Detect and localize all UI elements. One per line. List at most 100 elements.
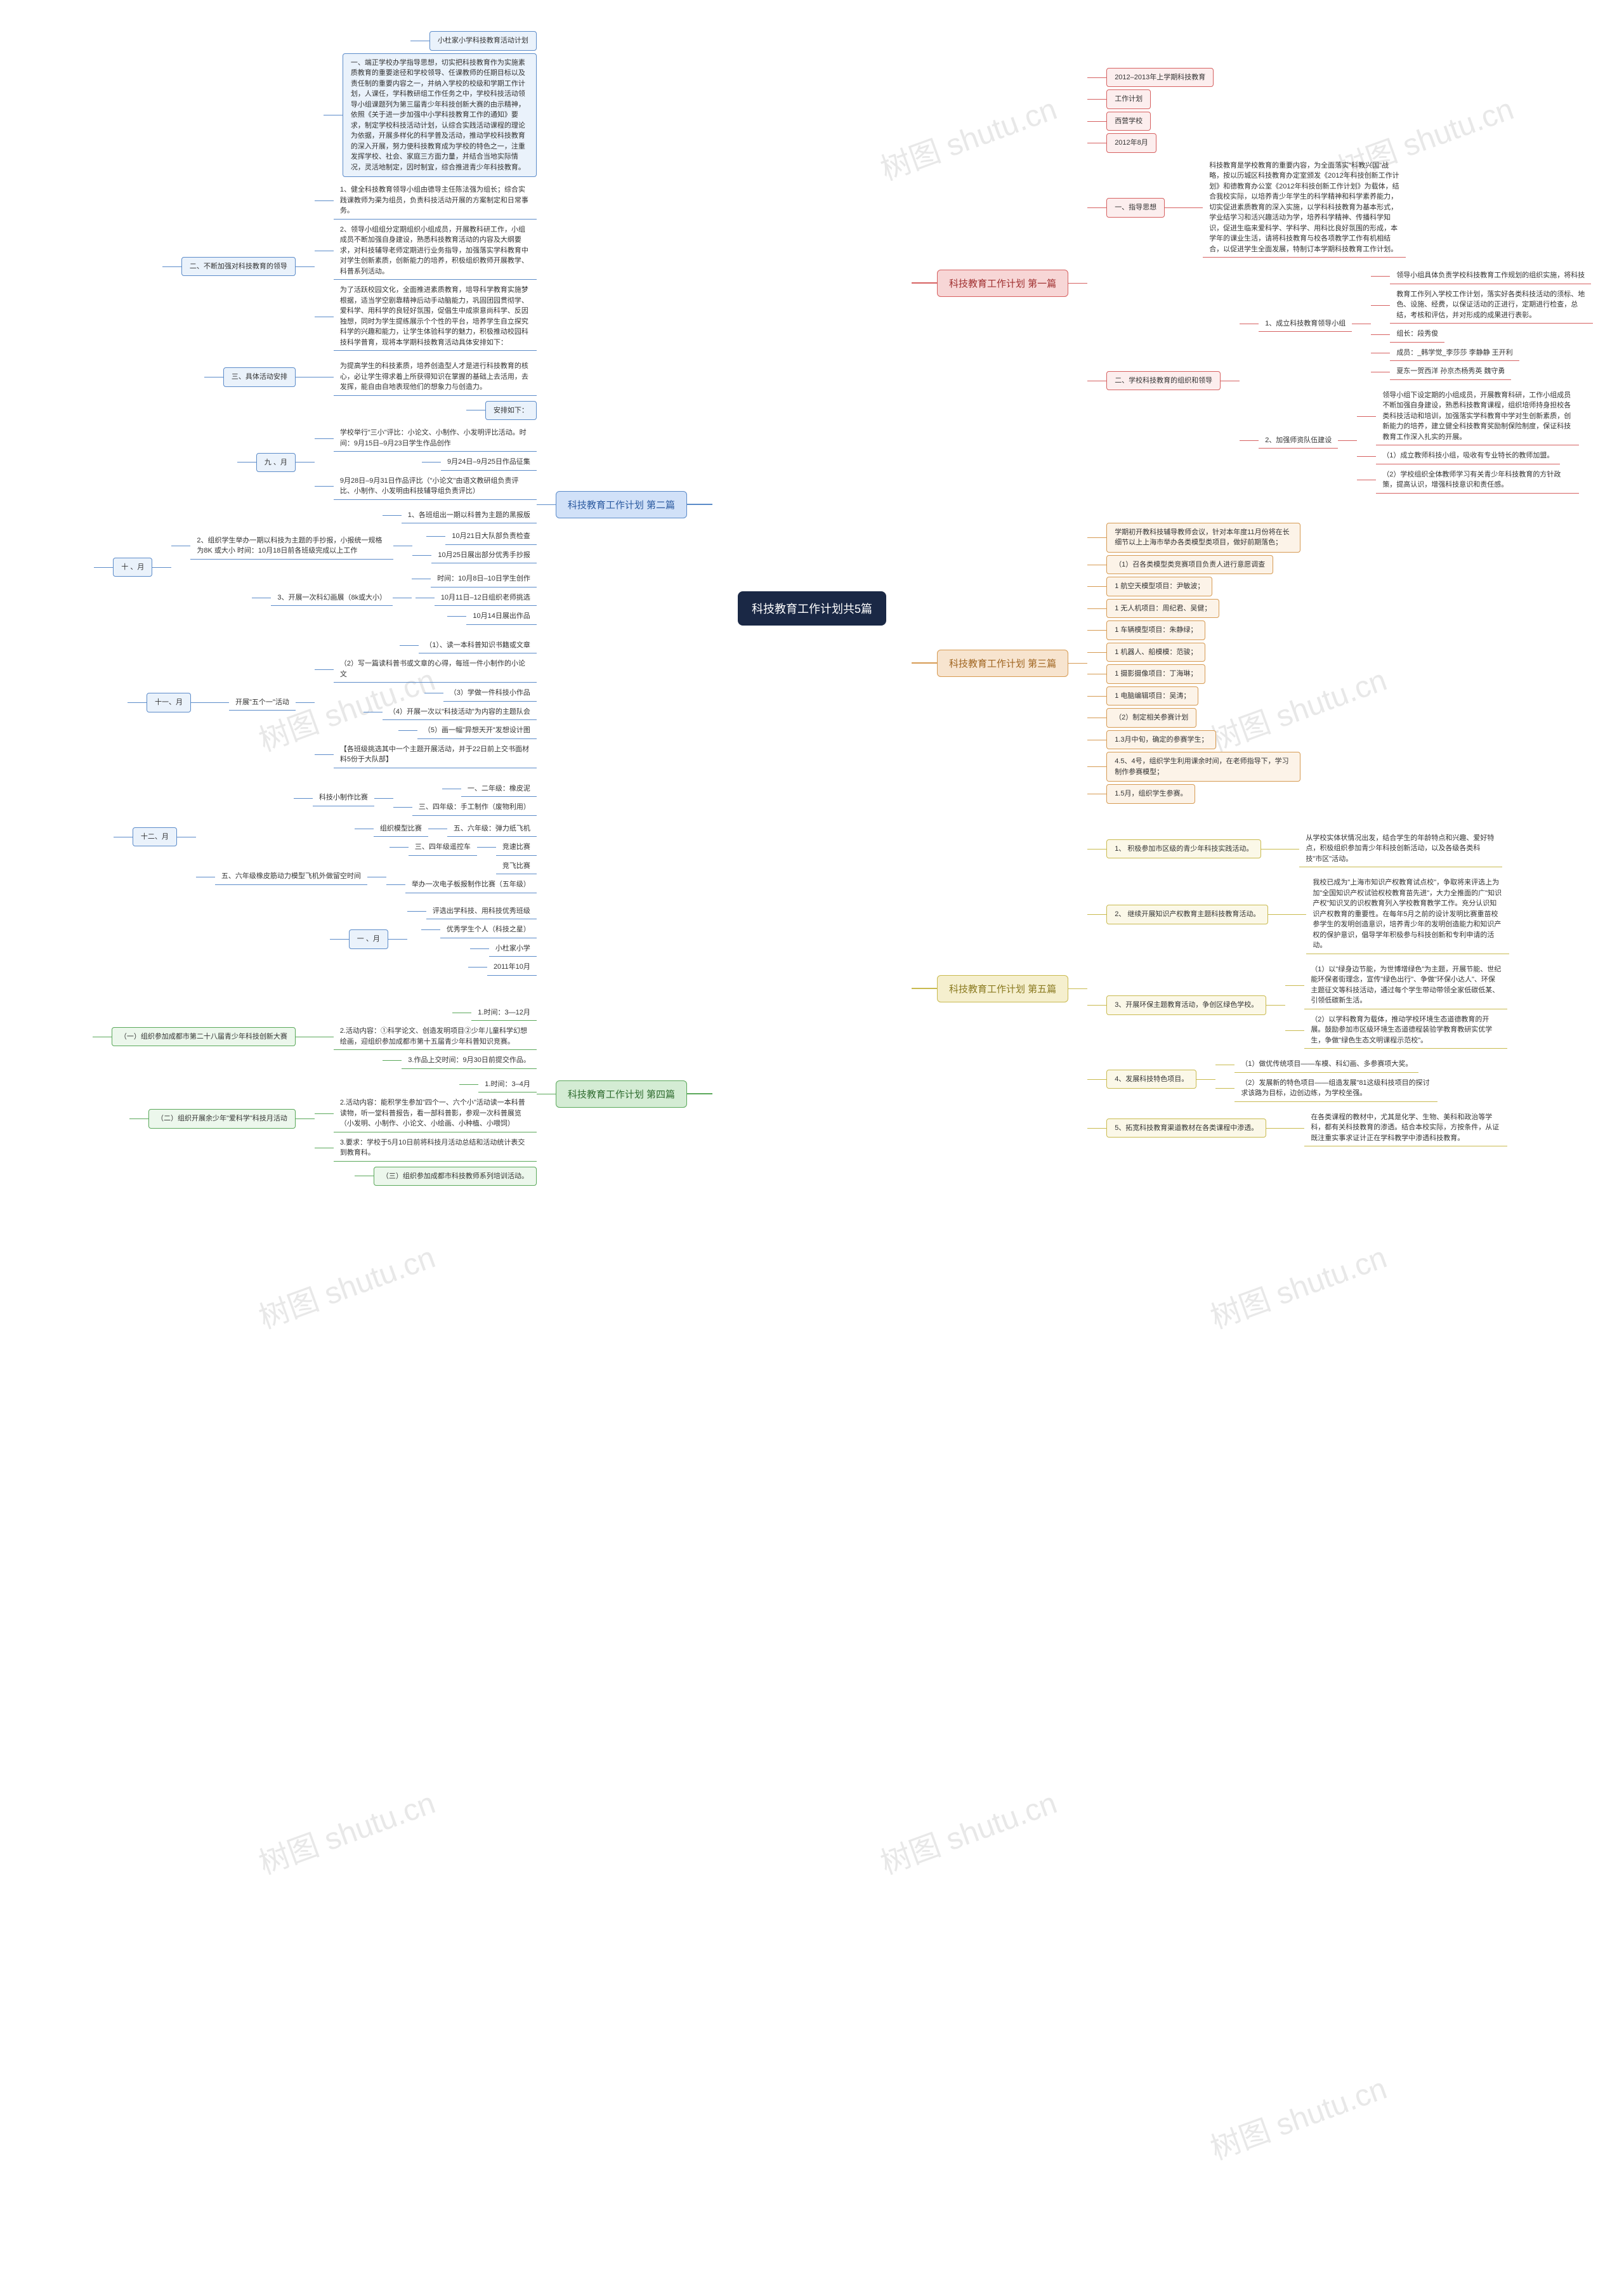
node-label: 2、组织学生举办一期以科技为主题的手抄报，小报统一规格为8K 或大小 时间：10… (190, 533, 393, 560)
node-label: 开展"五个一"活动 (229, 695, 296, 711)
mindmap-node: （2）以学科教育为载体，推动学校环境生态道德教育的开展。鼓励参加市区级环境生态道… (1285, 1012, 1507, 1049)
mindmap-node: （2）发展新的特色项目——组造发展"81这级科技项目的探讨求该路为目标，边创边练… (1215, 1075, 1437, 1102)
branch-label: 科技教育工作计划 第三篇 (937, 650, 1068, 677)
mindmap-node: 2、加强师资队伍建设领导小组下设定期的小组成员，开展教育科研，工作小组成员不断加… (1240, 385, 1593, 496)
node-label: 1 机器人、船模模：范骏； (1106, 643, 1205, 662)
node-label: 一 、月 (349, 929, 388, 949)
node-label: （2）以学科教育为载体，推动学校环境生态道德教育的开展。鼓励参加市区级环境生态道… (1304, 1012, 1507, 1049)
node-label: 优秀学生个人（科技之星） (440, 922, 537, 938)
mindmap-node: 10月21日大队部负责检查10月25日展出部分优秀手抄报2、组织学生举办一期以科… (171, 526, 536, 566)
mindmap-node: 小杜家小学 (407, 941, 537, 957)
mindmap-node: 教育工作列入学校工作计划，落实好各类科技活动的须标、地色、设施、经费，以保证活动… (1371, 287, 1593, 324)
node-label: 1.时间：3–4月 (478, 1077, 537, 1093)
watermark: 树图 shutu.cn (1203, 2063, 1392, 2168)
node-sublabel: 竞速比赛 (496, 839, 537, 856)
mindmap-node: 二、学校科技教育的组织和领导 1、成立科技教育领导小组 领导小组具体负责学校科技教育… (1087, 263, 1593, 499)
left-branches: 科技教育工作计划 第二篇 小杜家小学科技教育活动计划一、端正学校办学指导思想，切… (19, 19, 712, 1198)
mindmap-node: （1）成立教师科技小组，吸收有专业特长的教师加盟。 (1357, 448, 1579, 464)
node-label: 9月28日–9月31日作品评比（"小论文"由语文教研组负责评比、小制作、小发明由… (334, 473, 537, 500)
watermark: 树图 shutu.cn (252, 1232, 440, 1337)
node-label: 2、领导小组组分定期组织小组成员，开展教科研工作，小组成员不断加强自身建设，熟悉… (334, 222, 537, 280)
node-label: 十 、月 (113, 558, 152, 577)
node-label: （1）做优传统项目——车模、科幻画、多参赛项大奖。 (1234, 1056, 1418, 1073)
center-topic: 科技教育工作计划共5篇 (738, 591, 886, 626)
node-label: 1 电脑编辑项目：吴涛； (1106, 686, 1198, 706)
mindmap-node: 1.时间：3—12月 (315, 1005, 537, 1021)
mindmap-node: 10月11日–12日组织老师挑选 (412, 590, 537, 607)
mindmap-node: 2012年8月 (1087, 133, 1593, 153)
mindmap-node: （2）写一篇读科普书或文章的心得，每班一件小制作的小论文 (315, 656, 537, 683)
node-label: 3、开展环保主题教育活动，争创区绿色学校。 (1106, 995, 1266, 1015)
node-label: 4.5、4号，组织学生利用课余时间，在老师指导下，学习制作参赛模型； (1106, 752, 1300, 782)
mindmap-node: 1 航空天模型项目：尹敏波； (1087, 577, 1300, 596)
node-label: 二、不断加强对科技教育的领导 (181, 257, 296, 277)
mindmap-node: 1、健全科技教育领导小组由德导主任陈法强为组长；综合实践课教师为渠为组员，负责科… (94, 180, 537, 353)
mindmap-node: 一、二年级：橡皮泥 (393, 781, 537, 797)
mindmap-node: 4、发展科技特色项目。（1）做优传统项目——车模、科幻画、多参赛项大奖。（2）发… (1087, 1054, 1509, 1105)
mindmap-node: 2011年10月 (407, 959, 537, 976)
node-label: 1、成立科技教育领导小组 (1259, 316, 1352, 332)
branch-plan-1: 科技教育工作计划 第一篇 2012–2013年上学期科技教育工作计划西营学校 20… (912, 65, 1593, 501)
mindmap-node: 安排如下： (94, 401, 537, 421)
node-label: （5）画一幅"异想天开"发想设计图 (417, 723, 537, 739)
node-label: （三）组织参加成都市科技教师系列培训活动。 (374, 1167, 537, 1186)
node-label: 小杜家小学科技教育活动计划 (429, 31, 537, 51)
mindmap-node: 工作计划 (1087, 89, 1593, 109)
mindmap-node: （1）、读一本科普知识书籍或文章 (315, 638, 537, 654)
node-label: 1.时间：3—12月 (471, 1005, 537, 1021)
node-label: 安排如下： (485, 401, 537, 421)
mindmap-node: 西营学校 (1087, 112, 1593, 131)
branch-label: 科技教育工作计划 第五篇 (937, 975, 1068, 1002)
mindmap-node: 1 机器人、船模模：范骏； (1087, 643, 1300, 662)
node-label: 评选出学科技、用科技优秀班级 (426, 903, 537, 920)
mindmap-node: （1）以"绿身边节能，为世博增绿色"为主题，开展节能、世纪能环保者街理念，宣传"… (1285, 962, 1507, 1009)
node-label: 十一、月 (147, 693, 191, 712)
mindmap-node: 从学校实体状情况出发，结合学生的年龄特点和兴趣、爱好特点，积极组织参加青少年科技… (1280, 830, 1502, 868)
mindmap-node: 学校举行"三小"评比：小论文、小制作、小发明评比活动。时间：9月15日–9月23… (94, 423, 537, 502)
node-label: 2、加强师资队伍建设 (1259, 433, 1338, 449)
watermark: 树图 shutu.cn (252, 1778, 440, 1882)
mindmap-node: 评选出学科技、用科技优秀班级优秀学生个人（科技之星） 小杜家小学 2011年10月 一… (94, 901, 537, 978)
node-label: 九 、月 (256, 453, 296, 473)
node-label: 2012–2013年上学期科技教育 (1106, 68, 1214, 88)
mindmap-node: 竞速比赛三、四年级遥控车 (196, 839, 537, 856)
mindmap-node: （1）、读一本科普知识书籍或文章 （2）写一篇读科普书或文章的心得，每班一件小制作… (210, 635, 537, 771)
mindmap-node: 1 无人机项目：周纪君、吴健； (1087, 599, 1300, 619)
watermark: 树图 shutu.cn (874, 1778, 1062, 1882)
node-sublabel: 五、六年级：弹力纸飞机 (447, 821, 537, 837)
mindmap-node: 举办一次电子板报制作比赛（五年级） (386, 877, 537, 893)
node-label: 2、 继续开展知识产权教育主题科技教育活动。 (1106, 905, 1268, 924)
mindmap-node: （1）做优传统项目——车模、科幻画、多参赛项大奖。 (1215, 1056, 1437, 1073)
mindmap-node: 学期初开教科技辅导教师会议，针对本年度11月份将在长细节以上上海市举办各类模型类… (1087, 523, 1300, 553)
mindmap-node: （2）学校组织全体教师学习有关青少年科技教育的方针政策，提高认识，增强科技意识和… (1357, 467, 1579, 494)
node-label: 工作计划 (1106, 89, 1151, 109)
mindmap-node: 【各班级挑选其中一个主题开展活动，并于22日前上交书面材料5份于大队部】 (315, 742, 537, 768)
mindmap-node: 9月28日–9月31日作品评比（"小论文"由语文教研组负责评比、小制作、小发明由… (315, 473, 537, 500)
branch-plan-3: 科技教育工作计划 第三篇 学期初开教科技辅导教师会议，针对本年度11月份将在长细… (912, 520, 1300, 806)
mindmap-node: 1.时间：3–4月 (315, 1077, 537, 1093)
node-label: （1）以"绿身边节能，为世博增绿色"为主题，开展节能、世纪能环保者街理念，宣传"… (1304, 962, 1507, 1009)
node-label: （一）组织参加成都市第二十八届青少年科技创新大赛 (112, 1027, 296, 1047)
node-label: （1）召各类模型类竞赛项目负责人进行意愿调查 (1106, 555, 1273, 575)
node-label: （2）发展新的特色项目——组造发展"81这级科技项目的探讨求该路为目标，边创边练… (1234, 1075, 1437, 1102)
mindmap-node: 时间：10月8日–10日学生创作 (412, 571, 537, 587)
node-label: 二、学校科技教育的组织和领导 (1106, 371, 1221, 391)
mindmap-node: 10月25日展出部分优秀手抄报 (412, 548, 536, 564)
mindmap-node: 领导小组具体负责学校科技教育工作规划的组织实施，将科技 (1371, 268, 1593, 284)
mindmap-node: 竞飞比赛举办一次电子板报制作比赛（五年级）五、六年级橡皮筋动力模型飞机外做留空时… (196, 858, 537, 896)
node-label: 为提高学生的科技素质，培养创造型人才是进行科技教育的核心，必让学生得求着上所获得… (334, 358, 537, 396)
mindmap-node: 1 电脑编辑项目：吴涛； (1087, 686, 1300, 706)
mindmap-node: 3、开展环保主题教育活动，争创区绿色学校。 （1）以"绿身边节能，为世博增绿色"为… (1087, 959, 1509, 1052)
mindmap-node: 成员：_韩学觉_李莎莎 李静静 王开利 (1371, 345, 1593, 362)
node-label: 学校举行"三小"评比：小论文、小制作、小发明评比活动。时间：9月15日–9月23… (334, 425, 537, 452)
node-label: 10月11日–12日组织老师挑选 (435, 590, 537, 607)
right-branches: 科技教育工作计划 第一篇 2012–2013年上学期科技教育工作计划西营学校 20… (912, 56, 1605, 1162)
branch-label: 科技教育工作计划 第一篇 (937, 270, 1068, 297)
mindmap-root: 科技教育工作计划 第二篇 小杜家小学科技教育活动计划一、端正学校办学指导思想，切… (19, 19, 1605, 1198)
mindmap-node: 优秀学生个人（科技之星） (407, 922, 537, 938)
mindmap-node: 1、成立科技教育领导小组 领导小组具体负责学校科技教育工作规划的组织实施，将科技教… (1240, 265, 1593, 383)
mindmap-node: 9月24日–9月25日作品征集 (315, 454, 537, 471)
branch-plan-5: 科技教育工作计划 第五篇 1、 积极参加市区级的青少年科技实践活动。从学校实体状… (912, 825, 1509, 1152)
node-label: 3.要求：学校于5月10日前将科技月活动总结和活动统计表交到教育科。 (334, 1135, 537, 1162)
node-sublabel: 竞飞比赛 (496, 858, 537, 875)
